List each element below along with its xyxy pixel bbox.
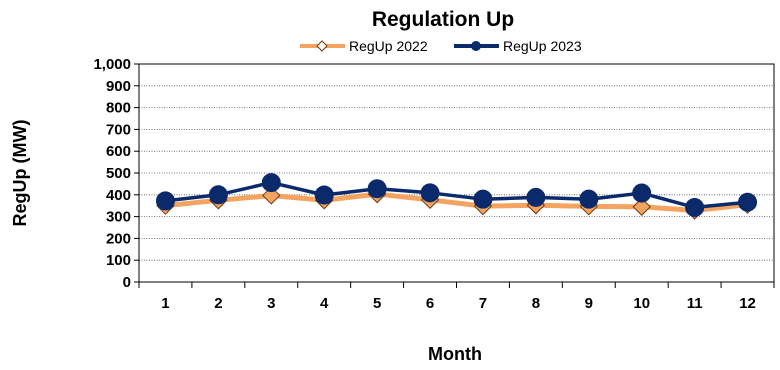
point-regup-2023-10	[632, 183, 652, 203]
legend: RegUp 2022 RegUp 2023	[300, 38, 582, 54]
chart-title: Regulation Up	[372, 8, 514, 31]
gridlines	[139, 85, 774, 261]
legend-label-regup-2022: RegUp 2022	[349, 38, 428, 54]
point-regup-2023-1	[155, 191, 175, 211]
point-regup-2023-6	[420, 183, 440, 203]
y-tick-label-200: 200	[106, 230, 131, 247]
x-axis-title: Month	[428, 344, 482, 364]
point-regup-2023-12	[738, 192, 758, 212]
point-regup-2023-4	[314, 185, 334, 205]
y-tick-label-1000: 1,000	[93, 56, 131, 73]
y-tick-label-100: 100	[106, 252, 131, 269]
y-tick-label-700: 700	[106, 121, 131, 138]
x-tick-label-10: 10	[633, 295, 650, 312]
y-tick-label-0: 0	[123, 274, 131, 291]
point-regup-2022-3	[262, 186, 281, 205]
point-regup-2023-3	[261, 173, 281, 193]
x-tick-label-12: 12	[739, 295, 756, 312]
y-axis-title: RegUp (MW)	[10, 120, 30, 227]
series-line-regup-2022	[165, 191, 748, 213]
plot-area-frame	[138, 63, 775, 283]
x-tick-label-11: 11	[687, 295, 703, 312]
x-tick-label-8: 8	[532, 295, 540, 312]
point-regup-2023-11	[685, 197, 705, 217]
point-regup-2023-9	[579, 189, 599, 209]
x-tick-label-2: 2	[214, 295, 222, 312]
x-tick-label-7: 7	[479, 295, 487, 312]
y-tick-label-500: 500	[106, 165, 131, 182]
legend-marker-regup-2022	[316, 40, 328, 52]
x-tick-label-9: 9	[585, 295, 593, 312]
point-regup-2023-8	[526, 187, 546, 207]
x-axis-ticks: 1 2 3 4 5 6 7 8 9 10 11 12	[138, 282, 775, 312]
legend-label-regup-2023: RegUp 2023	[503, 38, 582, 54]
y-tick-label-600: 600	[106, 143, 131, 160]
y-axis-ticks: 0 100 200 300 400 500 600 700 800 900 1,000	[93, 56, 139, 291]
point-regup-2023-2	[208, 185, 228, 205]
plot-series	[155, 173, 758, 220]
legend-marker-regup-2023	[471, 41, 481, 51]
x-tick-label-3: 3	[267, 295, 275, 312]
point-regup-2023-7	[473, 189, 493, 209]
y-tick-label-900: 900	[106, 78, 131, 95]
point-regup-2023-5	[367, 179, 387, 199]
x-tick-label-6: 6	[426, 295, 434, 312]
y-tick-label-300: 300	[106, 209, 131, 226]
point-regup-2022-10	[632, 197, 651, 216]
x-tick-label-1: 1	[161, 295, 169, 312]
x-tick-label-5: 5	[373, 295, 381, 312]
y-tick-label-800: 800	[106, 100, 131, 117]
y-tick-label-400: 400	[106, 187, 131, 204]
x-tick-label-4: 4	[320, 295, 329, 312]
